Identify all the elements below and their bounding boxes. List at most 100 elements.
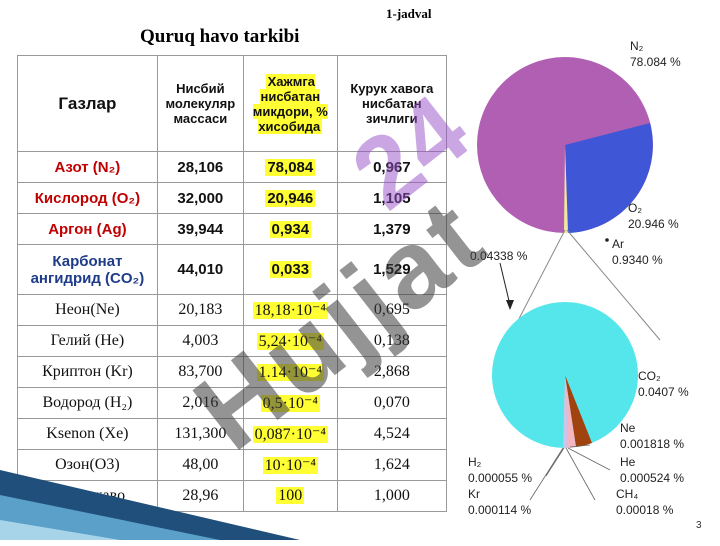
gas-density: 1,379 — [336, 213, 448, 245]
gas-density: 1,000 — [336, 480, 448, 512]
table-row: Аргон (Ag) 39,944 0,934 1,379 — [17, 213, 448, 245]
value-o2: 20.946 % — [628, 217, 679, 231]
table-row: Азот (N₂) 28,106 78,084 0,967 — [17, 151, 448, 183]
gas-mass: 28,106 — [156, 151, 244, 183]
slice-others — [563, 375, 568, 449]
gas-volume: 100 — [242, 480, 338, 512]
table-row: Криптон (Kr) 83,700 1.14·10⁻⁴ 2,868 — [17, 356, 448, 388]
gas-volume: 1.14·10⁻⁴ — [242, 356, 338, 388]
leader-ch4 — [565, 447, 596, 501]
gas-name: Кислород (O₂) — [17, 182, 158, 214]
value-ar: 0.9340 % — [612, 253, 663, 267]
gas-volume-value: 1.14·10⁻⁴ — [256, 364, 324, 381]
gas-density: 1,624 — [336, 449, 448, 481]
table-row: Карбонат ангидрид (CO₂) 44,010 0,033 1,5… — [17, 244, 448, 295]
leader-lines — [529, 444, 611, 501]
header-volume-text: Хажмга нисбатан микдори, % хисобида — [252, 73, 328, 134]
label-n2: N₂ — [630, 39, 644, 53]
gas-volume: 18,18·10⁻⁴ — [242, 294, 338, 326]
connector-right — [566, 229, 661, 341]
table-row: Неон(Ne) 20,183 18,18·10⁻⁴ 0,695 — [17, 294, 448, 326]
value-kr: 0.000114 % — [468, 503, 531, 517]
gas-mass: 32,000 — [156, 182, 244, 214]
slice-ar — [564, 145, 568, 234]
page-number: 3 — [696, 520, 702, 531]
table-row: Кислород (O₂) 32,000 20,946 1,105 — [17, 182, 448, 214]
gas-mass: 28,96 — [156, 480, 244, 512]
dot-ar-icon — [605, 238, 609, 242]
value-ch4: 0.00018 % — [616, 503, 674, 517]
gas-volume-value: 78,084 — [265, 158, 316, 176]
gas-name: Аргон (Ag) — [17, 213, 158, 245]
corner-decoration — [0, 470, 300, 540]
label-ch4: CH₄ — [616, 487, 638, 501]
gas-mass: 48,00 — [156, 449, 244, 481]
gas-volume-value: 0,087·10⁻⁴ — [252, 426, 328, 443]
gas-volume: 0,033 — [242, 244, 338, 295]
gas-volume: 78,084 — [242, 151, 338, 183]
gas-mass: 4,003 — [156, 325, 244, 357]
gas-mass: 131,300 — [156, 418, 244, 450]
slice-o2 — [565, 123, 653, 233]
composition-pie-charts: N₂ 78.084 % O₂ 20.946 % Ar 0.9340 % 0.04… — [468, 39, 689, 517]
gas-name: Водород (H₂) — [17, 387, 158, 419]
slice-he — [565, 375, 576, 448]
gas-mass: 39,944 — [156, 213, 244, 245]
gas-name: Неон(Ne) — [17, 294, 158, 326]
gas-volume-value: 0,934 — [269, 220, 312, 238]
gas-volume: 0,5·10⁻⁴ — [242, 387, 338, 419]
gas-name: Гелий (He) — [17, 325, 158, 357]
gas-mass: 83,700 — [156, 356, 244, 388]
page-title: Quruq havo tarkibi — [140, 26, 300, 47]
gas-density: 0,967 — [336, 151, 448, 183]
gas-density: 1,105 — [336, 182, 448, 214]
air-composition-table: Газлар Нисбий молекуляр массаси Хажмга н… — [17, 55, 448, 512]
gas-volume: 0,934 — [242, 213, 338, 245]
leader-ne — [569, 444, 591, 448]
label-o2: O₂ — [628, 201, 642, 215]
gas-volume-value: 10·10⁻⁴ — [262, 457, 318, 474]
table-row: Водород (H₂) 2,016 0,5·10⁻⁴ 0,070 — [17, 387, 448, 419]
gas-density: 0,695 — [336, 294, 448, 326]
value-n2: 78.084 % — [630, 55, 681, 69]
arrow-line — [499, 262, 511, 306]
gas-name: Ksenon (Xe) — [17, 418, 158, 450]
leader-kr — [529, 447, 564, 501]
gas-volume-value: 0,5·10⁻⁴ — [260, 395, 320, 412]
table-row: Ksenon (Xe) 131,300 0,087·10⁻⁴ 4,524 — [17, 418, 448, 450]
gas-mass: 20,183 — [156, 294, 244, 326]
header-volume: Хажмга нисбатан микдори, % хисобида — [242, 55, 338, 152]
label-ne: Ne — [620, 421, 636, 435]
main-pie — [477, 57, 653, 234]
gas-mass: 2,016 — [156, 387, 244, 419]
gas-volume-value: 20,946 — [265, 189, 316, 207]
gas-density: 1,529 — [336, 244, 448, 295]
gas-density: 4,524 — [336, 418, 448, 450]
label-ar: Ar — [612, 237, 624, 251]
value-ne: 0.001818 % — [620, 437, 684, 451]
table-row: Гелий (He) 4,003 5,24·10⁻⁴ 0,138 — [17, 325, 448, 357]
label-rest: 0.04338 % — [470, 249, 528, 263]
trace-pie — [492, 302, 638, 449]
arrow-head-icon — [506, 300, 514, 310]
gas-volume-value: 5,24·10⁻⁴ — [256, 333, 324, 350]
gas-density: 0,138 — [336, 325, 448, 357]
label-co2: CO₂ — [638, 369, 661, 383]
gas-volume-value: 100 — [276, 487, 305, 504]
leader-h2 — [545, 447, 565, 477]
table-header-row: Газлар Нисбий молекуляр массаси Хажмга н… — [17, 55, 448, 152]
decor-pale-band — [0, 520, 120, 540]
leader-he — [567, 447, 611, 471]
gas-volume: 5,24·10⁻⁴ — [242, 325, 338, 357]
value-he: 0.000524 % — [620, 471, 684, 485]
table-tag: 1-jadval — [386, 6, 432, 21]
label-kr: Kr — [468, 487, 480, 501]
gas-name: Озон(O3) — [17, 449, 158, 481]
gas-name: Криптон (Kr) — [17, 356, 158, 388]
gas-mass: 44,010 — [156, 244, 244, 295]
value-h2: 0.000055 % — [468, 471, 532, 485]
header-mass: Нисбий молекуляр массаси — [156, 55, 244, 152]
decor-light-band — [0, 495, 220, 540]
gas-volume-value: 0,033 — [269, 261, 312, 278]
label-he: He — [620, 455, 636, 469]
